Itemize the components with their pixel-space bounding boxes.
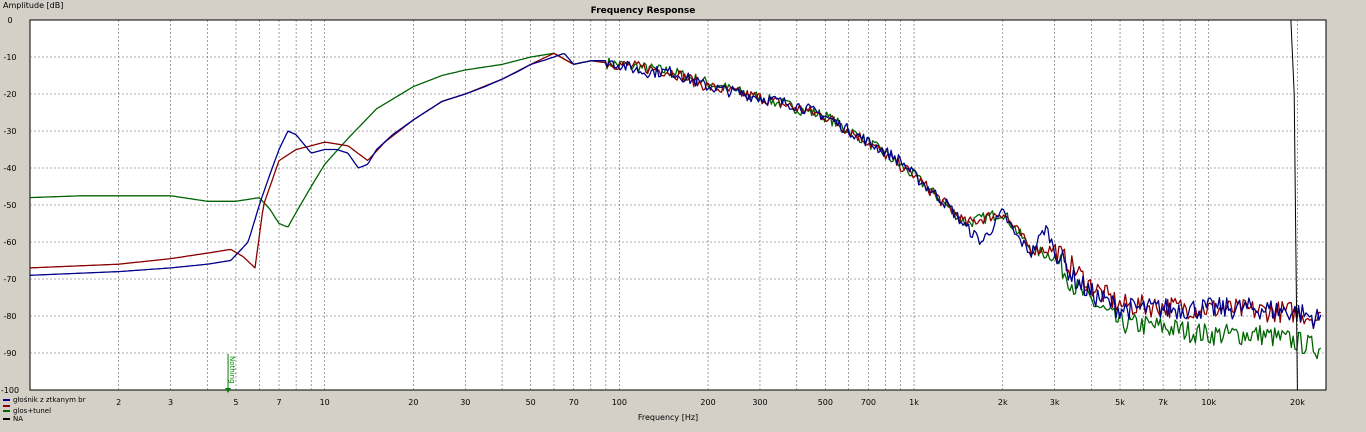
x-tick-label: 70 [569, 398, 579, 407]
chart-title: Frequency Response [591, 6, 696, 16]
marker-label: Nothing [228, 356, 236, 384]
x-tick-label: 7k [1158, 398, 1168, 407]
x-tick-label: 5 [233, 398, 238, 407]
series-line [29, 52, 1322, 360]
legend-swatch [3, 399, 10, 402]
x-tick-label: 1k [909, 398, 919, 407]
x-tick-label: 3 [168, 398, 173, 407]
x-tick-label: 300 [752, 398, 767, 407]
legend-swatch [3, 409, 10, 412]
legend: głośnik z ztkanym br glos+tunel NA [3, 396, 86, 424]
series-layer [29, 19, 1322, 391]
x-tick-label: 700 [861, 398, 876, 407]
legend-swatch [3, 418, 10, 421]
x-tick-label: 3k [1050, 398, 1060, 407]
x-tick-label: 2 [116, 398, 121, 407]
grid [30, 20, 1326, 390]
y-axis-label: Amplitude [dB] [3, 1, 63, 10]
x-tick-label: 100 [612, 398, 627, 407]
x-tick-label: 10 [320, 398, 330, 407]
y-tick-label: -40 [3, 164, 16, 173]
series-line [29, 53, 1322, 330]
marker-arrow [225, 388, 232, 393]
x-tick-labels: 2 3 5 7 10 20 30 50 70 100 200 300 500 700 1k 2k 3k 5k 7k 1… [116, 398, 1305, 407]
x-tick-label: 30 [460, 398, 470, 407]
x-tick-label: 50 [526, 398, 536, 407]
x-tick-label: 500 [818, 398, 833, 407]
legend-entry [3, 404, 86, 407]
legend-entry: głośnik z ztkanym br [3, 396, 86, 405]
legend-entry: glos+tunel [3, 407, 86, 416]
legend-entry: NA [3, 415, 86, 424]
legend-label: glos+tunel [13, 406, 52, 415]
y-tick-labels: 0 -10 -20 -30 -40 -50 -60 -70 -80 -90 -100 [1, 16, 19, 395]
series-line [29, 52, 1321, 329]
x-tick-label: 10k [1201, 398, 1216, 407]
x-tick-label: 7 [276, 398, 281, 407]
legend-swatch [3, 404, 10, 407]
x-tick-label: 2k [998, 398, 1008, 407]
y-tick-label: -90 [3, 349, 16, 358]
x-tick-label: 20 [408, 398, 418, 407]
legend-label: NA [13, 415, 24, 424]
y-tick-label: 0 [7, 16, 12, 25]
series-line [30, 19, 1298, 391]
y-tick-label: -30 [3, 127, 16, 136]
legend-label: głośnik z ztkanym br [13, 396, 86, 404]
x-tick-label: 5k [1115, 398, 1125, 407]
x-tick-label: 20k [1290, 398, 1305, 407]
y-tick-label: -10 [3, 53, 16, 62]
frequency-marker: Nothing [225, 354, 236, 393]
y-tick-label: -60 [3, 238, 16, 247]
y-tick-label: -20 [3, 90, 16, 99]
y-tick-label: -50 [3, 201, 16, 210]
y-tick-label: -100 [1, 386, 19, 395]
y-tick-label: -80 [3, 312, 16, 321]
x-axis-label: Frequency [Hz] [638, 413, 698, 422]
y-tick-label: -70 [3, 275, 16, 284]
x-tick-label: 200 [700, 398, 715, 407]
